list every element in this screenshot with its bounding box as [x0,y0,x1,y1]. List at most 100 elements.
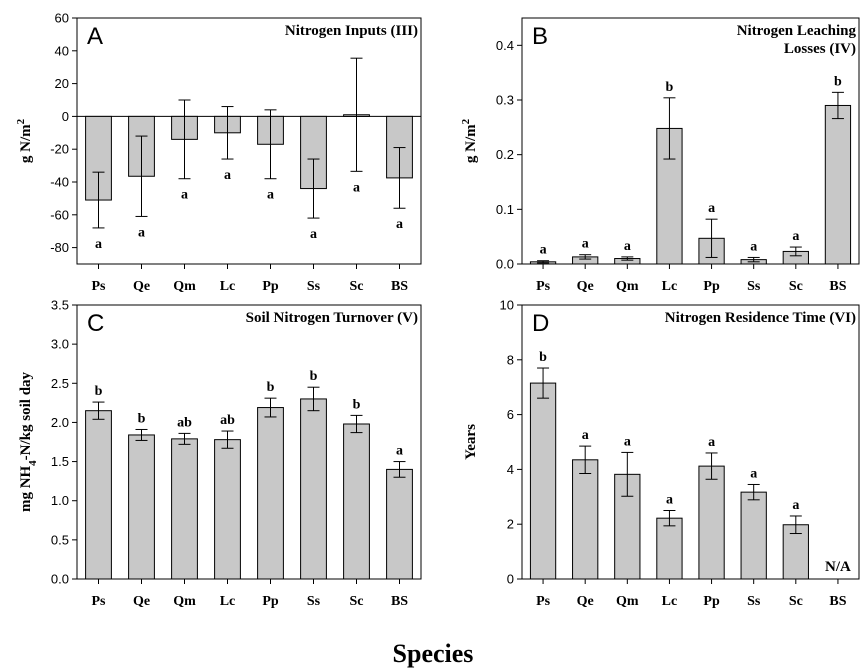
bar [171,438,198,580]
significance-label: a [181,188,188,203]
bar [257,407,284,580]
y-tick-label: 1.0 [51,493,69,508]
significance-label: a [224,168,231,183]
x-tick-label: Qm [616,279,639,294]
significance-label: b [95,384,103,399]
x-tick-label: Lc [662,279,678,294]
y-tick-label: -80 [50,240,69,255]
x-tick-label: Ps [92,594,107,609]
y-tick-label: -40 [50,175,69,190]
x-tick-label: Pp [262,279,279,294]
bar [740,491,767,580]
panel-letter: D [532,310,549,337]
chart-panel-c: 0.00.51.01.52.02.53.03.5PsbQebQmabLcabPp… [18,298,422,609]
x-tick-label: Qe [577,594,594,609]
significance-label: ab [220,413,235,428]
x-tick-label: Ss [747,594,761,609]
missing-value-label: N/A [825,559,851,575]
y-tick-label: 0.0 [51,572,69,587]
x-tick-label: Lc [220,279,236,294]
x-tick-label: Ps [92,279,107,294]
y-tick-label: -60 [50,207,69,222]
y-tick-label: 4 [507,462,514,477]
y-tick-label: 20 [55,76,69,91]
significance-label: b [539,350,547,365]
panel-title: Soil Nitrogen Turnover (V) [246,310,418,326]
y-tick-label: 10 [500,298,514,313]
significance-label: b [310,369,318,384]
significance-label: a [396,217,403,232]
panel-title: Losses (IV) [784,41,856,57]
significance-label: b [267,380,275,395]
x-tick-label: Lc [662,594,678,609]
significance-label: b [834,74,842,89]
x-tick-label: Ss [747,279,761,294]
significance-label: a [267,188,274,203]
x-tick-label: Pp [262,594,279,609]
y-tick-label: 0.0 [496,257,514,272]
chart-panel-d: 0 2 4 6 8 10 Ps b Qe a Qm a Lc a Pp a Ss a Sc a BS N/A D Nitrog… [463,298,860,609]
bar [824,104,852,265]
x-tick-label: BS [391,279,408,294]
x-tick-label: Qe [133,594,150,609]
bar [85,410,112,580]
panels: -80 -60 -40 -20 0 20 40 60 Ps a Qe a Qm a Lc a Pp a Ss a Sc a… [15,11,860,609]
panel-title: Nitrogen Leaching [737,23,857,39]
x-tick-label: Qm [616,594,639,609]
significance-label: a [540,243,547,258]
significance-label: b [666,80,674,95]
bar [386,468,413,580]
panel-letter: B [532,23,548,50]
significance-label: a [792,229,799,244]
x-tick-label: BS [829,594,846,609]
y-tick-label: 3.5 [51,298,69,313]
significance-label: a [396,444,403,459]
bar [214,439,241,580]
y-axis-title: Years [463,424,479,460]
y-tick-label: -20 [50,142,69,157]
x-tick-label: Ps [536,594,551,609]
x-tick-label: Sc [350,594,364,609]
significance-label: ab [177,415,192,430]
plot-frame [76,304,422,580]
plot-frame [76,17,422,265]
x-tick-label: Ss [307,279,321,294]
y-tick-label: 60 [55,11,69,26]
x-tick-label: Sc [350,279,364,294]
y-axis-title: g N/m2 [15,118,34,163]
significance-label: b [138,411,146,426]
significance-label: a [95,237,102,252]
x-tick-label: BS [391,594,408,609]
significance-label: a [624,239,631,254]
panel-title: Nitrogen Inputs (III) [285,23,418,39]
y-tick-label: 0 [507,572,514,587]
bar [656,517,683,580]
x-tick-label: Pp [703,279,720,294]
significance-label: a [353,180,360,195]
x-tick-label: Qe [577,279,594,294]
x-tick-label: Sc [789,594,803,609]
plot-frame [521,304,860,580]
x-tick-label: Qe [133,279,150,294]
significance-label: b [353,397,361,412]
bar [698,465,725,580]
chart-panel-b: 0.0 0.1 0.2 0.3 0.4 Ps a Qe a Qm a Lc b Pp a Ss a Sc a BS b B… [460,17,860,294]
plot-frame [521,17,860,265]
y-tick-label: 2.5 [51,376,69,391]
y-tick-label: 40 [55,43,69,58]
significance-label: a [708,435,715,450]
y-tick-label: 0.2 [496,147,514,162]
x-tick-label: BS [829,279,846,294]
x-tick-label: Sc [789,279,803,294]
x-axis-title: Species [393,639,474,668]
y-tick-label: 2 [507,517,514,532]
bar [572,459,599,580]
significance-label: a [582,237,589,252]
bar [128,434,155,580]
y-axis-title: mg NH4-N/kg soil day [18,371,39,512]
x-tick-label: Qm [173,279,196,294]
y-tick-label: 8 [507,352,514,367]
y-tick-label: 1.5 [51,454,69,469]
significance-label: a [582,428,589,443]
